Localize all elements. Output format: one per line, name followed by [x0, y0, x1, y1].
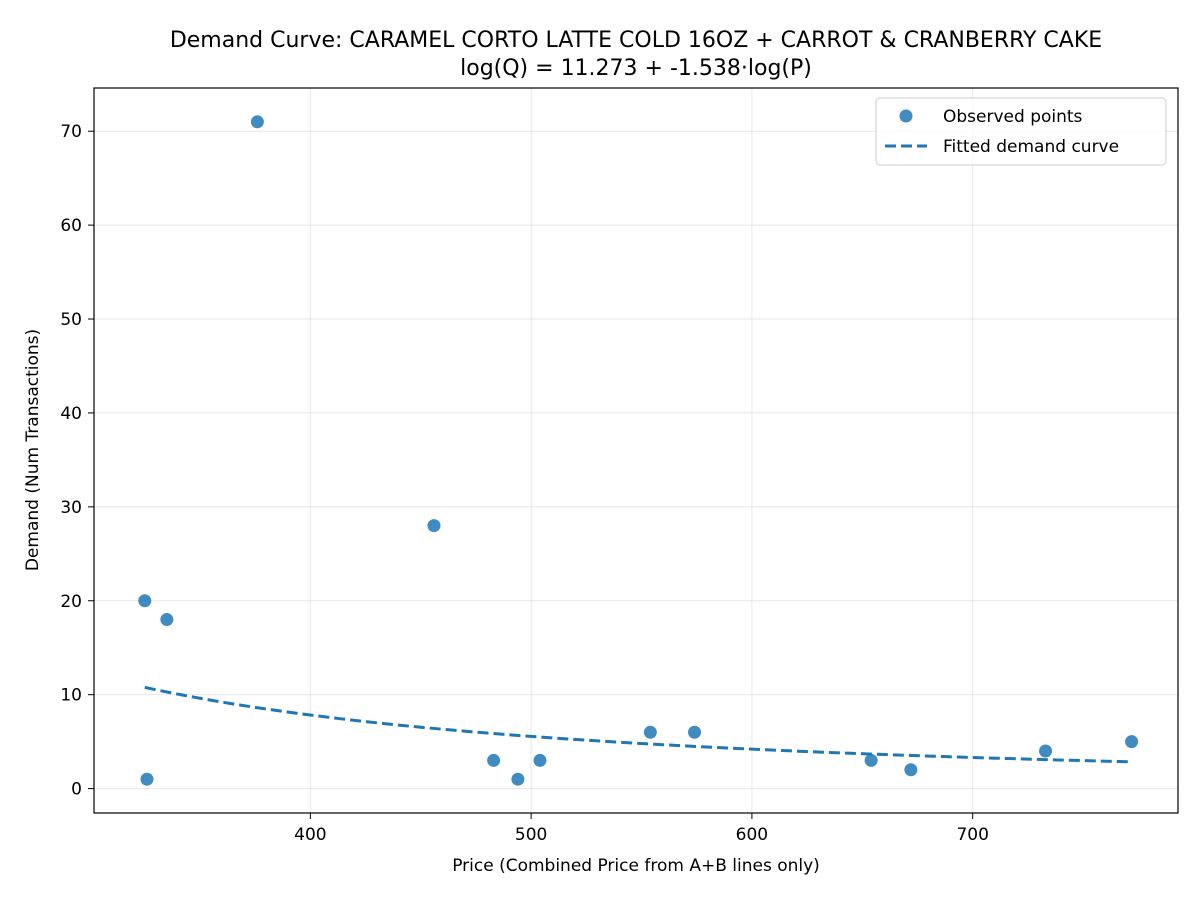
legend: Observed points Fitted demand curve	[875, 97, 1167, 166]
y-tick-label: 50	[60, 310, 82, 330]
observed-point	[140, 772, 154, 786]
x-tick-label: 700	[956, 825, 988, 845]
observed-point	[1125, 735, 1139, 749]
y-tick-label: 10	[60, 686, 82, 706]
x-axis-ticks: 400 500 600 700	[294, 813, 989, 845]
y-tick-label: 20	[60, 592, 82, 612]
observed-points-layer	[138, 115, 1139, 786]
observed-point	[688, 725, 702, 739]
observed-point	[138, 594, 152, 608]
y-axis-ticks: 0 10 20 30 40 50 60 70	[60, 122, 94, 800]
legend-label-fitted: Fitted demand curve	[943, 137, 1119, 157]
observed-point	[250, 115, 264, 129]
chart-subtitle: log(Q) = 11.273 + -1.538·log(P)	[460, 56, 812, 81]
y-tick-label: 0	[71, 780, 82, 800]
observed-point	[533, 753, 547, 767]
grid-lines	[94, 88, 1178, 813]
observed-point	[427, 519, 441, 533]
y-tick-label: 40	[60, 404, 82, 424]
y-axis-label: Demand (Num Transactions)	[23, 329, 43, 571]
observed-point	[160, 613, 174, 627]
plot-frame	[93, 87, 1179, 814]
observed-point	[904, 763, 918, 777]
x-axis-label: Price (Combined Price from A+B lines onl…	[452, 856, 820, 876]
legend-marker-observed	[899, 109, 913, 123]
observed-point	[1039, 744, 1053, 758]
observed-point	[864, 753, 878, 767]
y-tick-label: 60	[60, 216, 82, 236]
legend-label-observed: Observed points	[943, 107, 1083, 127]
fitted-demand-curve	[144, 685, 1132, 764]
x-tick-label: 600	[736, 825, 768, 845]
fitted-curve-layer	[144, 685, 1132, 764]
chart-title: Demand Curve: CARAMEL CORTO LATTE COLD 1…	[170, 28, 1102, 53]
observed-point	[487, 753, 501, 767]
observed-point	[511, 772, 525, 786]
x-tick-label: 400	[294, 825, 326, 845]
legend-box	[875, 97, 1167, 166]
observed-point	[643, 725, 657, 739]
x-tick-label: 500	[515, 825, 547, 845]
y-tick-label: 70	[60, 122, 82, 142]
y-tick-label: 30	[60, 498, 82, 518]
